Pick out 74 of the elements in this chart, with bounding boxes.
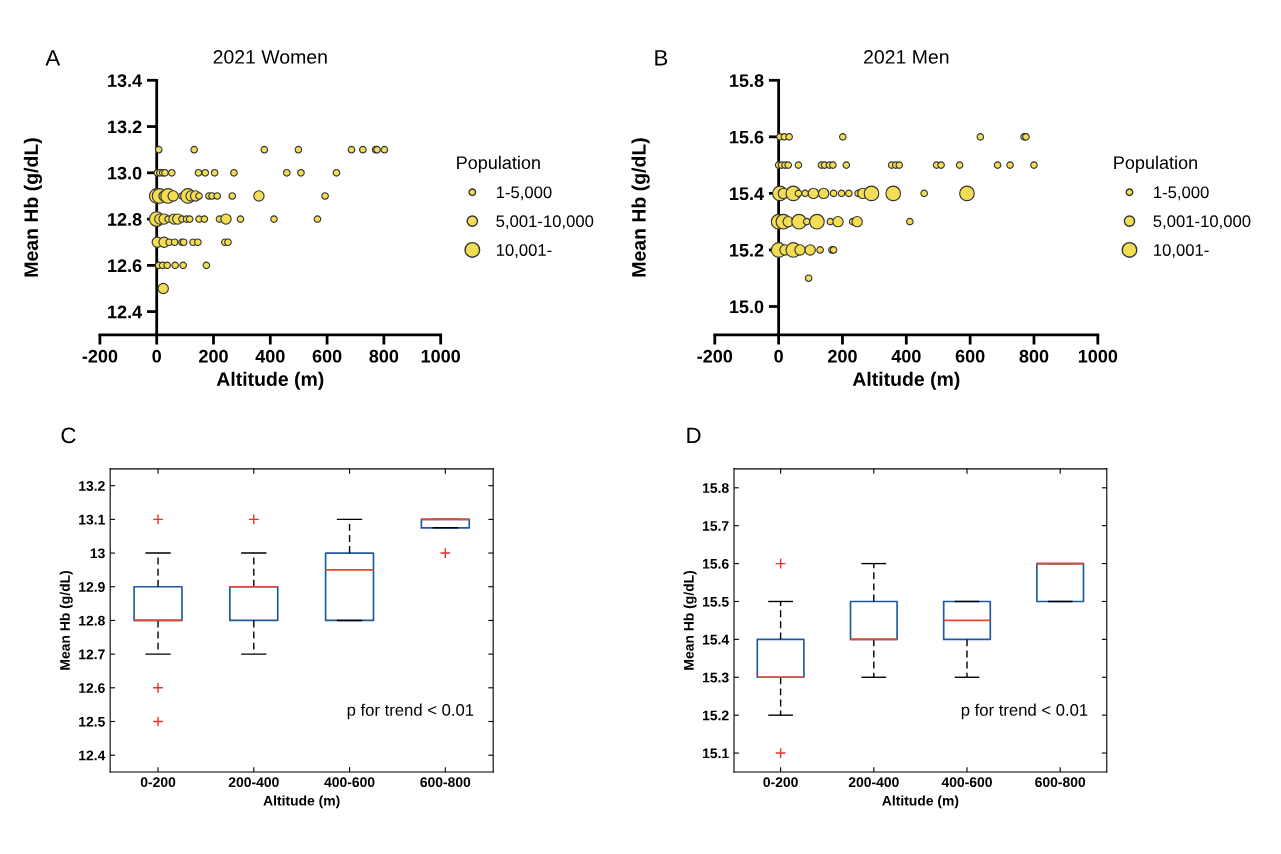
y-tick-label: 13.0 bbox=[108, 166, 142, 180]
y-tick-label: 12.4 bbox=[108, 305, 143, 319]
x-tick-label: 600-800 bbox=[1035, 777, 1086, 788]
x-tick-label: 600 bbox=[312, 349, 342, 363]
y-tick-label: 15.4 bbox=[703, 634, 730, 645]
x-tick-label: 600 bbox=[955, 349, 985, 363]
y-tick-label: 12.8 bbox=[108, 213, 142, 226]
text: A bbox=[45, 50, 61, 66]
x-tick-label: 0-200 bbox=[763, 777, 798, 788]
x-tick-label: 600-800 bbox=[420, 777, 471, 788]
legend-title: Population bbox=[1114, 155, 1197, 173]
annotation: p for trend < 0.01 bbox=[961, 703, 1088, 720]
text: D bbox=[687, 427, 701, 444]
legend-label: 10,001- bbox=[1154, 244, 1209, 258]
y-tick-label: 12.8 bbox=[79, 615, 105, 626]
x-tick-label: 0-200 bbox=[140, 777, 176, 788]
x-axis-title: Altitude (m) bbox=[852, 371, 960, 390]
y-tick-label: 12.6 bbox=[108, 259, 142, 273]
y-axis-title: Mean Hb (g/dL) bbox=[23, 138, 42, 277]
text: B bbox=[655, 50, 668, 66]
y-tick-label: 13.2 bbox=[108, 120, 142, 134]
y-tick-label: 15.6 bbox=[703, 558, 729, 569]
y-axis-title: Mean Hb (g/dL) bbox=[631, 138, 650, 277]
y-tick-label: 15.3 bbox=[703, 672, 729, 683]
x-tick-label: 200 bbox=[199, 349, 228, 363]
legend-label: 1-5,000 bbox=[496, 186, 552, 201]
y-tick-label: 15.7 bbox=[703, 521, 729, 531]
y-tick-label: 15.0 bbox=[730, 300, 764, 314]
legend-label: 1-5,000 bbox=[1154, 186, 1209, 201]
x-tick-label: 0 bbox=[774, 349, 783, 363]
y-tick-label: 15.2 bbox=[730, 243, 764, 257]
legend-label: 5,001-10,000 bbox=[496, 215, 594, 230]
y-tick-label: 12.6 bbox=[79, 683, 105, 693]
x-tick-label: -200 bbox=[697, 349, 733, 363]
x-axis-title: Altitude (m) bbox=[882, 795, 959, 809]
y-tick-label: 15.2 bbox=[703, 710, 729, 721]
legend-label: 10,001- bbox=[496, 244, 552, 258]
annotation: p for trend < 0.01 bbox=[347, 703, 474, 720]
y-tick-label: 13.4 bbox=[108, 74, 143, 88]
x-tick-label: 400 bbox=[891, 349, 921, 363]
y-tick-label: 12.5 bbox=[79, 716, 105, 727]
y-tick-label: 12.7 bbox=[79, 649, 105, 660]
y-tick-label: 15.1 bbox=[703, 748, 729, 759]
x-tick-label: 200-400 bbox=[228, 777, 279, 788]
y-axis-title: Mean Hb (g/dL) bbox=[683, 570, 697, 670]
y-tick-label: 15.8 bbox=[730, 74, 764, 87]
x-tick-label: 0 bbox=[152, 349, 161, 363]
y-tick-label: 15.6 bbox=[730, 130, 764, 144]
x-tick-label: 1000 bbox=[1078, 349, 1118, 363]
x-tick-label: 200 bbox=[828, 349, 857, 363]
chart-title: 2021 Women bbox=[213, 50, 327, 64]
text: C bbox=[61, 427, 76, 444]
y-tick-label: 15.8 bbox=[703, 483, 729, 493]
legend-title: Population bbox=[457, 155, 540, 173]
y-tick-label: 13.1 bbox=[79, 514, 105, 525]
x-tick-label: 800 bbox=[369, 349, 399, 363]
x-tick-label: 400-600 bbox=[941, 777, 992, 788]
y-tick-label: 15.4 bbox=[730, 187, 764, 201]
x-tick-label: 1000 bbox=[421, 349, 461, 363]
y-tick-label: 15.5 bbox=[703, 596, 729, 607]
legend-label: 5,001-10,000 bbox=[1153, 215, 1251, 230]
x-tick-label: 800 bbox=[1019, 349, 1049, 363]
x-axis-title: Altitude (m) bbox=[263, 795, 340, 809]
y-tick-label: 12.4 bbox=[79, 750, 106, 761]
x-tick-label: -200 bbox=[82, 349, 118, 363]
y-tick-label: 13.2 bbox=[79, 481, 105, 491]
x-axis-title: Altitude (m) bbox=[216, 371, 324, 390]
x-tick-label: 200-400 bbox=[848, 777, 899, 788]
y-tick-label: 13 bbox=[90, 548, 105, 559]
chart-title: 2021 Men bbox=[864, 50, 949, 64]
y-tick-label: 12.9 bbox=[79, 582, 105, 592]
y-axis-title: Mean Hb (g/dL) bbox=[59, 570, 73, 670]
x-tick-label: 400 bbox=[255, 349, 285, 363]
x-tick-label: 400-600 bbox=[324, 777, 375, 788]
